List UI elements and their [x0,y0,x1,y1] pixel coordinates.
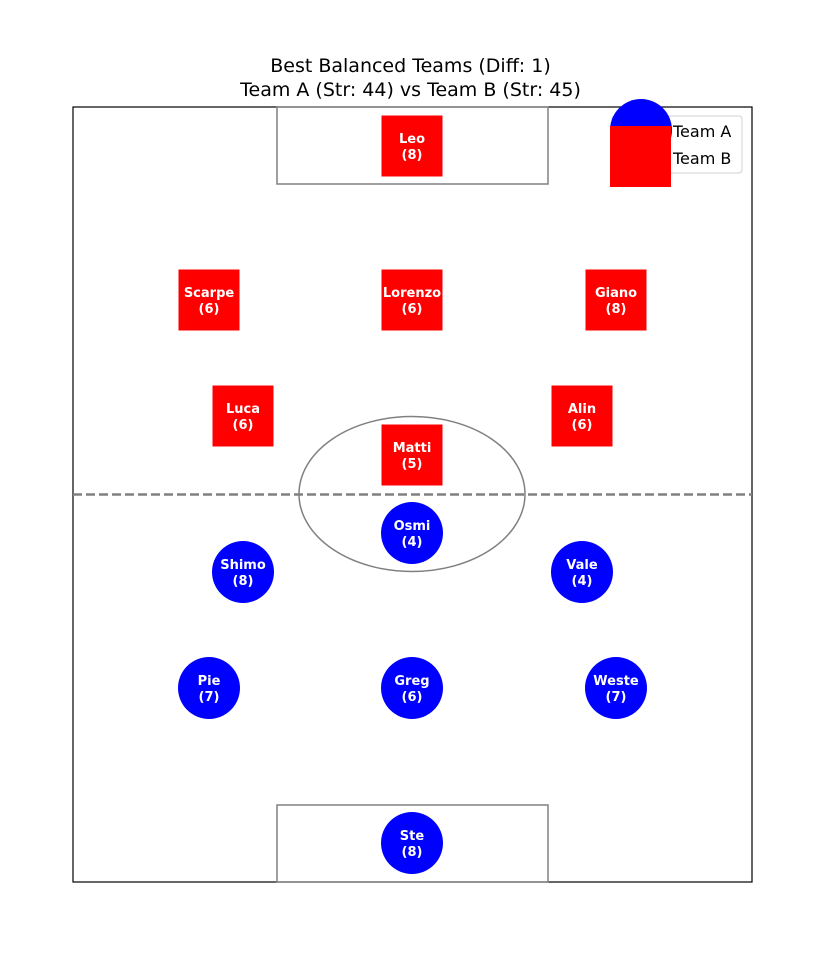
player-marker-circle [212,541,274,603]
player-token-defender-right: Weste(7) [585,657,647,719]
player-token-forward: Osmi(4) [381,502,443,564]
player-marker-square [551,385,613,447]
legend-team-b-marker [610,126,671,187]
player-name: Greg [394,674,429,689]
player-marker-square [381,269,443,331]
player-strength: (8) [402,845,423,860]
player-strength: (6) [402,302,423,317]
player-name: Giano [595,286,637,301]
player-strength: (4) [402,535,423,550]
player-name: Ste [400,829,425,844]
team-b-players: Leo(8)Scarpe(6)Lorenzo(6)Giano(8)Luca(6)… [178,115,647,486]
player-token-midfielder-right: Vale(4) [551,541,613,603]
player-marker-square [178,269,240,331]
player-strength: (7) [199,690,220,705]
player-name: Lorenzo [383,286,441,301]
player-marker-square [381,115,443,177]
player-strength: (6) [233,418,254,433]
player-strength: (8) [402,148,423,163]
player-marker-circle [381,812,443,874]
player-token-defender-center: Greg(6) [381,657,443,719]
team-a-players: Ste(8)Pie(7)Greg(6)Weste(7)Shimo(8)Vale(… [178,502,647,874]
player-strength: (6) [572,418,593,433]
player-marker-square [585,269,647,331]
player-marker-circle [381,657,443,719]
player-marker-circle [178,657,240,719]
player-marker-circle [551,541,613,603]
chart-title: Best Balanced Teams (Diff: 1) Team A (St… [0,54,821,102]
legend-team-b-label: Team B [672,149,731,168]
player-token-forward: Matti(5) [381,424,443,486]
player-token-midfielder-left: Luca(6) [212,385,274,447]
top-penalty-box [276,106,549,185]
player-token-defender-left: Scarpe(6) [178,269,240,331]
player-marker-circle [585,657,647,719]
player-name: Matti [393,441,432,456]
player-name: Leo [399,132,425,147]
player-name: Weste [593,674,639,689]
player-name: Alin [568,402,596,417]
player-strength: (7) [606,690,627,705]
player-strength: (8) [233,574,254,589]
player-name: Vale [566,558,598,573]
player-strength: (8) [606,302,627,317]
player-token-goalkeeper: Ste(8) [381,812,443,874]
player-strength: (6) [402,690,423,705]
player-token-midfielder-right: Alin(6) [551,385,613,447]
player-token-defender-left: Pie(7) [178,657,240,719]
player-token-defender-right: Giano(8) [585,269,647,331]
player-strength: (5) [402,457,423,472]
title-line-2: Team A (Str: 44) vs Team B (Str: 45) [240,79,581,101]
bottom-penalty-box [276,804,549,883]
player-name: Scarpe [184,286,235,301]
player-token-midfielder-left: Shimo(8) [212,541,274,603]
player-marker-square [381,424,443,486]
player-marker-circle [381,502,443,564]
player-name: Pie [198,674,221,689]
player-token-defender-center: Lorenzo(6) [381,269,443,331]
player-name: Shimo [220,558,266,573]
player-strength: (4) [572,574,593,589]
title-line-1: Best Balanced Teams (Diff: 1) [270,55,551,77]
player-name: Luca [226,402,260,417]
legend-markers [610,99,672,187]
player-marker-square [212,385,274,447]
player-strength: (6) [199,302,220,317]
player-token-goalkeeper: Leo(8) [381,115,443,177]
player-name: Osmi [394,519,431,534]
legend-team-a-label: Team A [672,122,731,141]
